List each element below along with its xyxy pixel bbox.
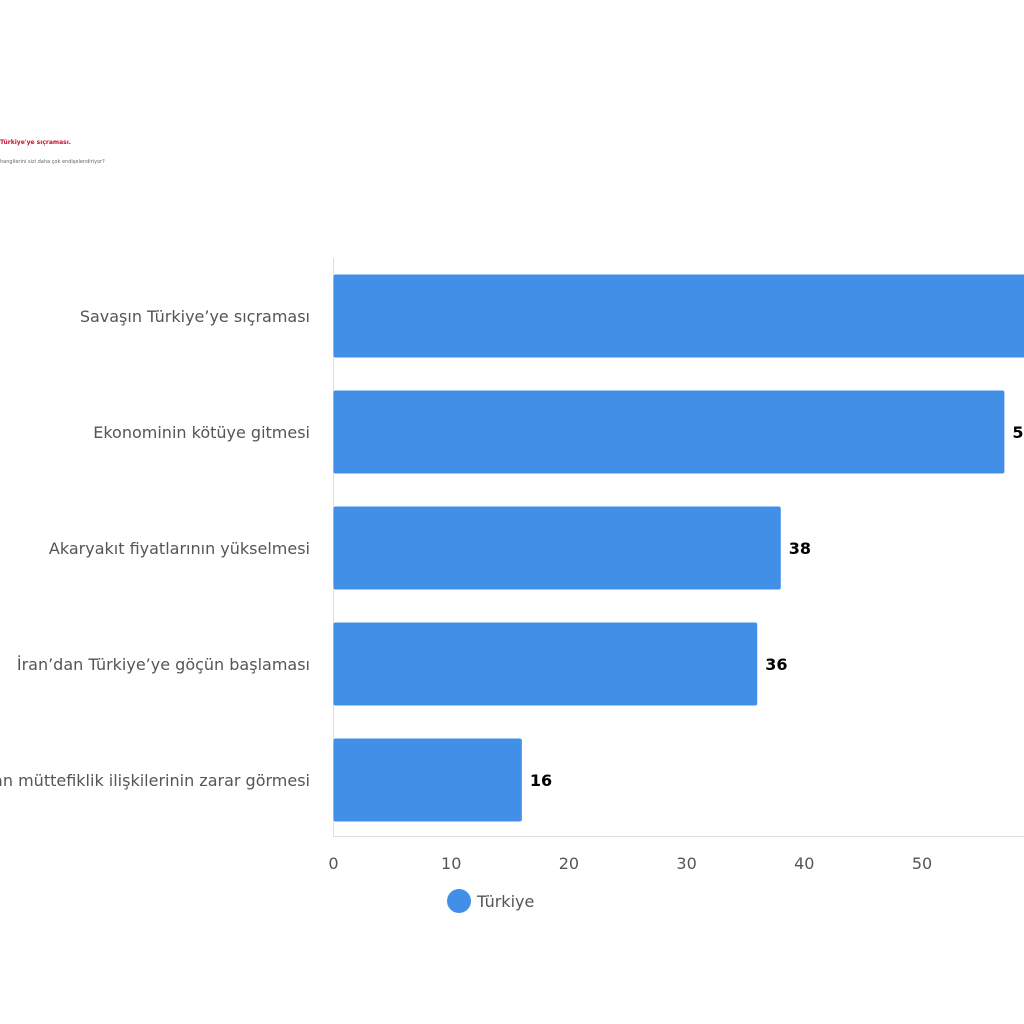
legend-swatch [447, 889, 471, 913]
x-tick-label: 40 [794, 854, 814, 873]
value-label: 38 [789, 539, 811, 558]
value-label: 16 [530, 771, 552, 790]
value-label: 57 [1012, 423, 1024, 442]
bar[interactable] [333, 506, 781, 590]
value-label: 36 [765, 655, 787, 674]
x-tick-labels-group: 0 10 20 30 40 50 [328, 854, 932, 873]
x-tick-label: 50 [912, 854, 932, 873]
bar[interactable] [333, 622, 758, 706]
bar[interactable] [333, 274, 1024, 358]
bar[interactable] [333, 390, 1005, 474]
category-labels-group: Savaşın Türkiye’ye sıçraması Ekonominin k… [0, 307, 310, 790]
category-label: İran’dan Türkiye’ye göçün başlaması [17, 655, 310, 674]
chart-header-subtitle: hangilerini sizi daha çok endişelendiriy… [0, 159, 105, 165]
category-label: Ekonominin kötüye gitmesi [93, 423, 310, 442]
x-tick-label: 10 [441, 854, 461, 873]
category-label: Savaşın Türkiye’ye sıçraması [80, 307, 310, 326]
legend-label: Türkiye [476, 892, 534, 911]
bars-group [333, 274, 1024, 822]
x-tick-label: 20 [559, 854, 579, 873]
x-tick-label: 30 [676, 854, 696, 873]
x-tick-label: 0 [328, 854, 338, 873]
value-labels-group: 57 38 36 16 [530, 423, 1024, 790]
bar[interactable] [333, 738, 522, 822]
legend[interactable]: Türkiye [447, 889, 534, 913]
category-label: ABD ile olan müttefiklik ilişkilerinin z… [0, 771, 310, 790]
category-label: Akaryakıt fiyatlarının yükselmesi [49, 539, 310, 558]
chart-header-title: Türkiye'ye sıçraması. [0, 139, 72, 146]
